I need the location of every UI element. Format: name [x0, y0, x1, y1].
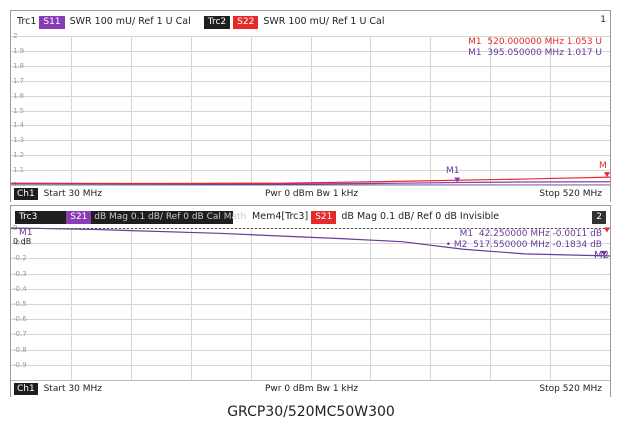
- trc2-name[interactable]: Trc2: [203, 16, 231, 29]
- bottom-y-tick-label: -0.8: [13, 345, 27, 354]
- bottom-trace-s21: [10, 227, 611, 257]
- channel-badge-top[interactable]: Ch1: [14, 188, 38, 200]
- trc1-description: SWR 100 mU/ Ref 1 U Cal: [69, 16, 191, 27]
- top-marker-m1-s11[interactable]: [454, 177, 461, 183]
- bottom-gridline-v: [130, 228, 132, 380]
- top-gridline-v: [490, 36, 492, 185]
- bottom-gridline-v: [430, 228, 432, 380]
- top-y-tick-label: 1.4: [13, 121, 25, 130]
- trc3-header-group[interactable]: Trc3 S21 dB Mag 0.1 dB/ Ref 0 dB Cal Mat…: [15, 211, 246, 224]
- top-plot-marker-label-right[interactable]: M: [599, 161, 607, 171]
- mem-trace-name[interactable]: Mem4[Trc3]: [252, 211, 309, 222]
- top-plot-marker-label[interactable]: M1: [446, 166, 460, 176]
- mem-param-badge[interactable]: S21: [311, 211, 337, 224]
- top-gridline-v: [550, 36, 552, 185]
- power-bandwidth-bottom[interactable]: Pwr 0 dBm Bw 1 kHz: [265, 384, 359, 394]
- top-trace-plot: [10, 172, 611, 186]
- bottom-marker-readout-1: M1 42.250000 MHz -0.0011 dB: [459, 229, 602, 239]
- trc3-name: Trc3: [19, 212, 38, 222]
- bottom-channel-footer: Ch1 Start 30 MHz Pwr 0 dBm Bw 1 kHz Stop…: [11, 380, 610, 397]
- top-y-tick-label: 1.1: [13, 166, 25, 175]
- top-gridline-v: [370, 36, 372, 185]
- start-frequency-bottom[interactable]: Start 30 MHz: [43, 384, 103, 394]
- mem-description: dB Mag 0.1 dB/ Ref 0 dB Invisible: [341, 211, 500, 222]
- top-channel-footer: Ch1 Start 30 MHz Pwr 0 dBm Bw 1 kHz Stop…: [11, 185, 610, 202]
- top-y-tick-label: 1.6: [13, 91, 25, 100]
- bottom-plot-grid[interactable]: 0-0.1-0.2-0.3-0.4-0.5-0.6-0.7-0.8-0.9: [11, 224, 610, 381]
- bottom-plot-marker-left[interactable]: M1: [19, 228, 33, 238]
- top-gridline-v: [430, 36, 432, 185]
- diagram-number-1: 1: [600, 15, 606, 25]
- bottom-marker-m2[interactable]: [601, 250, 608, 256]
- top-y-tick-label: 1.9: [13, 46, 25, 55]
- bottom-marker-mem[interactable]: [604, 227, 610, 233]
- top-gridline-v: [130, 36, 132, 185]
- top-plot-grid[interactable]: 21.91.81.71.61.51.41.31.21.11: [11, 32, 610, 189]
- top-gridline-v: [310, 36, 312, 185]
- bottom-y-tick-label: -0.4: [13, 284, 27, 293]
- top-trace-header: Trc1 S11 SWR 100 mU/ Ref 1 U Cal Trc2 S2…: [11, 11, 610, 33]
- top-trace-s22: [10, 176, 611, 185]
- figure-caption: GRCP30/520MC50W300: [227, 404, 395, 420]
- bottom-trace-header: Trc3 S21 dB Mag 0.1 dB/ Ref 0 dB Cal Mat…: [11, 206, 610, 228]
- stop-frequency-bottom[interactable]: Stop 520 MHz: [539, 384, 602, 394]
- stop-frequency-top[interactable]: Stop 520 MHz: [539, 189, 602, 199]
- bottom-gridline-v: [550, 228, 552, 380]
- bottom-gridline-v: [70, 228, 72, 380]
- trc2-description: SWR 100 mU/ Ref 1 U Cal: [263, 16, 385, 27]
- bottom-y-tick-label: -0.1: [13, 239, 27, 248]
- bottom-diagram-panel[interactable]: Trc3 S21 dB Mag 0.1 dB/ Ref 0 dB Cal Mat…: [10, 205, 611, 397]
- bottom-trace-plot: [10, 227, 611, 257]
- top-y-tick-label: 1.3: [13, 136, 25, 145]
- top-marker-readout-2: M1 395.050000 MHz 1.017 U: [468, 48, 602, 58]
- bottom-gridline-v: [190, 228, 192, 380]
- top-y-tick-label: 1.7: [13, 76, 25, 85]
- start-frequency-top[interactable]: Start 30 MHz: [43, 189, 103, 199]
- diagram-number-2: 2: [592, 211, 606, 224]
- bottom-y-tick-label: -0.7: [13, 330, 27, 339]
- bottom-y-tick-label: -0.6: [13, 315, 27, 324]
- bottom-marker-readout-2: • M2 517.550000 MHz -0.1834 dB: [445, 240, 602, 250]
- trc3-param-badge: S21: [66, 211, 92, 224]
- trc1-param-badge[interactable]: S11: [39, 16, 65, 29]
- top-marker-m1-s22[interactable]: [604, 172, 610, 178]
- trc1-name[interactable]: Trc1: [17, 16, 37, 27]
- top-diagram-panel[interactable]: Trc1 S11 SWR 100 mU/ Ref 1 U Cal Trc2 S2…: [10, 10, 611, 202]
- bottom-y-tick-label: -0.9: [13, 360, 27, 369]
- top-y-tick-label: 1.8: [13, 61, 25, 70]
- top-gridline-v: [70, 36, 72, 185]
- bottom-gridline-v: [250, 228, 252, 380]
- trc3-description: dB Mag 0.1 dB/ Ref 0 dB Cal Math: [94, 212, 247, 222]
- power-bandwidth-top[interactable]: Pwr 0 dBm Bw 1 kHz: [265, 189, 359, 199]
- top-gridline-v: [250, 36, 252, 185]
- channel-badge-bottom[interactable]: Ch1: [14, 383, 38, 395]
- bottom-gridline-v: [310, 228, 312, 380]
- top-y-tick-label: 1.2: [13, 151, 25, 160]
- bottom-gridline-v: [490, 228, 492, 380]
- bottom-y-tick-label: -0.2: [13, 254, 27, 263]
- reference-level-label: 0 dB: [13, 237, 32, 246]
- bottom-y-tick-label: -0.3: [13, 269, 27, 278]
- top-y-tick-label: 1.5: [13, 106, 25, 115]
- bottom-y-tick-label: -0.5: [13, 300, 27, 308]
- top-gridline-v: [190, 36, 192, 185]
- top-marker-readout-1: M1 520.000000 MHz 1.053 U: [468, 37, 602, 47]
- trc2-param-badge[interactable]: S22: [233, 16, 259, 29]
- bottom-gridline-v: [370, 228, 372, 380]
- top-y-tick-label: 2: [13, 32, 18, 40]
